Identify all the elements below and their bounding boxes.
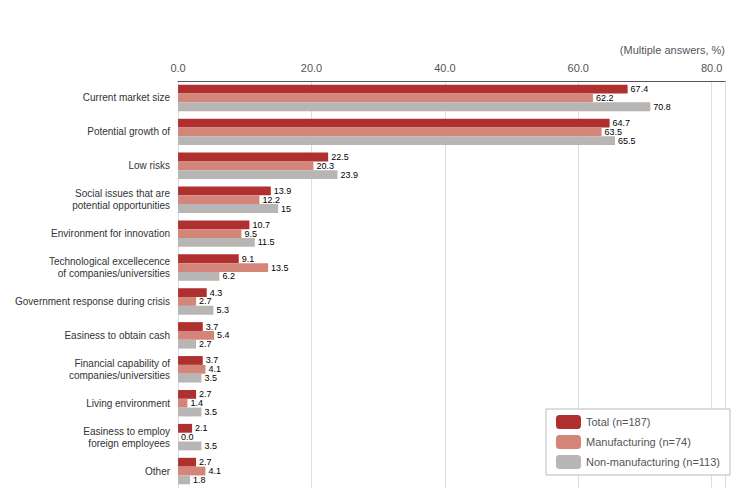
svg-text:64.7: 64.7 [612, 118, 631, 129]
svg-text:foreign employees: foreign employees [88, 438, 170, 449]
svg-text:11.5: 11.5 [258, 237, 275, 247]
svg-text:12.2: 12.2 [262, 195, 280, 205]
svg-text:4.1: 4.1 [208, 466, 221, 476]
svg-text:15: 15 [281, 204, 291, 214]
svg-text:65.5: 65.5 [618, 136, 636, 146]
svg-text:of companies/universities: of companies/universities [58, 268, 170, 279]
svg-text:Non-manufacturing (n=113): Non-manufacturing (n=113) [586, 456, 720, 468]
svg-text:Government response during cri: Government response during crisis [15, 296, 170, 307]
svg-text:3.5: 3.5 [204, 407, 217, 417]
svg-text:5.3: 5.3 [216, 305, 229, 315]
svg-text:Living environment: Living environment [86, 398, 170, 409]
svg-text:Easiness to obtain cash: Easiness to obtain cash [64, 330, 170, 341]
svg-text:potential opportunities: potential opportunities [72, 200, 170, 211]
svg-text:Other: Other [145, 466, 171, 477]
svg-text:Low risks: Low risks [128, 160, 170, 171]
svg-text:2.7: 2.7 [199, 457, 212, 468]
svg-text:3.7: 3.7 [205, 355, 219, 366]
svg-text:2.7: 2.7 [199, 339, 212, 349]
svg-text:60.0: 60.0 [568, 62, 589, 74]
svg-text:3.5: 3.5 [204, 441, 217, 451]
svg-text:1.8: 1.8 [193, 475, 206, 485]
svg-text:Social issues that are: Social issues that are [75, 188, 170, 199]
svg-text:2.7: 2.7 [199, 389, 212, 400]
svg-text:10.7: 10.7 [252, 219, 270, 230]
svg-text:13.9: 13.9 [273, 185, 292, 196]
svg-text:(Multiple answers, %): (Multiple answers, %) [620, 44, 725, 56]
svg-text:Environment for innovation: Environment for innovation [51, 228, 170, 239]
svg-text:Current market size: Current market size [83, 92, 171, 103]
svg-text:Potential growth of: Potential growth of [87, 126, 170, 137]
svg-text:6.2: 6.2 [222, 271, 235, 281]
svg-text:companies/universities: companies/universities [69, 370, 170, 381]
svg-text:1.4: 1.4 [190, 398, 203, 408]
svg-text:0.0: 0.0 [181, 432, 194, 442]
svg-text:3.5: 3.5 [204, 373, 217, 383]
svg-text:9.5: 9.5 [244, 229, 257, 239]
svg-text:2.1: 2.1 [195, 423, 208, 433]
svg-text:22.5: 22.5 [331, 152, 349, 162]
svg-text:4.3: 4.3 [210, 288, 223, 298]
svg-text:63.5: 63.5 [604, 126, 623, 137]
svg-text:Financial capability of: Financial capability of [74, 358, 170, 369]
svg-text:70.8: 70.8 [653, 102, 671, 112]
svg-text:40.0: 40.0 [434, 62, 455, 74]
svg-text:5.4: 5.4 [217, 330, 230, 340]
svg-text:13.5: 13.5 [271, 263, 289, 273]
svg-text:67.4: 67.4 [631, 84, 649, 94]
svg-text:3.7: 3.7 [205, 321, 219, 332]
svg-text:Technological excellecence: Technological excellecence [49, 256, 171, 267]
svg-text:4.1: 4.1 [208, 364, 221, 375]
svg-text:0.0: 0.0 [170, 62, 185, 74]
svg-text:20.0: 20.0 [301, 62, 322, 74]
svg-text:9.1: 9.1 [242, 254, 255, 264]
svg-text:20.3: 20.3 [316, 161, 334, 171]
svg-text:Easiness to employ: Easiness to employ [83, 426, 170, 437]
svg-text:80.0: 80.0 [701, 62, 722, 74]
svg-text:Total (n=187): Total (n=187) [586, 416, 651, 428]
svg-text:23.9: 23.9 [340, 170, 358, 180]
svg-text:Manufacturing (n=74): Manufacturing (n=74) [586, 436, 691, 448]
svg-text:2.7: 2.7 [199, 296, 212, 306]
svg-text:62.2: 62.2 [596, 93, 614, 103]
